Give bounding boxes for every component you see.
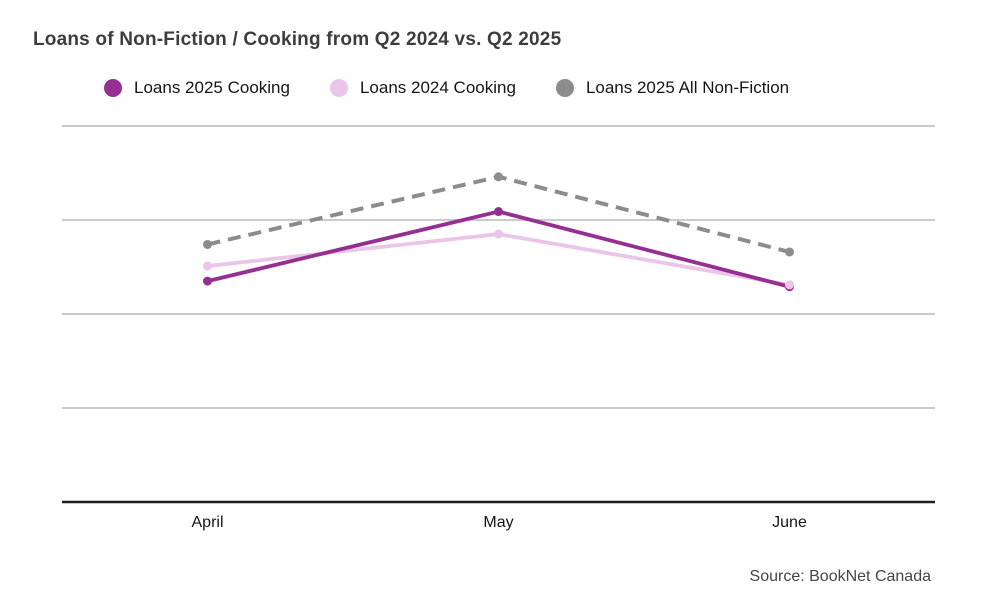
data-point-loans-2024-cooking <box>494 229 503 239</box>
legend-item-loans-2025-cooking: Loans 2025 Cooking <box>104 78 290 98</box>
legend-label: Loans 2024 Cooking <box>359 78 516 97</box>
data-point-loans-2025-all-non-fiction <box>785 247 794 257</box>
legend-label: Loans 2025 Cooking <box>134 78 290 97</box>
legend-dot-icon <box>555 79 574 97</box>
x-axis-label-june: June <box>772 514 807 531</box>
legend-item-loans-2024-cooking: Loans 2024 Cooking <box>329 78 516 98</box>
legend-dot-icon <box>104 79 122 97</box>
data-point-loans-2024-cooking <box>203 261 212 271</box>
data-point-loans-2024-cooking <box>785 280 794 290</box>
x-axis-label-may: May <box>483 514 514 531</box>
data-point-loans-2025-cooking <box>494 207 503 217</box>
legend-item-loans-2025-all-non-fiction: Loans 2025 All Non-Fiction <box>555 78 790 98</box>
legend-label: Loans 2025 All Non-Fiction <box>585 78 790 97</box>
chart-title: Loans of Non-Fiction / Cooking from Q2 2… <box>33 29 562 50</box>
data-point-loans-2025-all-non-fiction <box>203 239 212 249</box>
source-caption: Source: BookNet Canada <box>749 568 931 585</box>
data-point-loans-2025-cooking <box>203 276 212 286</box>
legend-dot-icon <box>329 79 348 97</box>
x-axis-label-april: April <box>191 514 224 531</box>
data-point-loans-2025-all-non-fiction <box>494 172 503 182</box>
chart-legend: Loans 2025 Cooking Loans 2024 Cooking Loan… <box>104 78 789 98</box>
